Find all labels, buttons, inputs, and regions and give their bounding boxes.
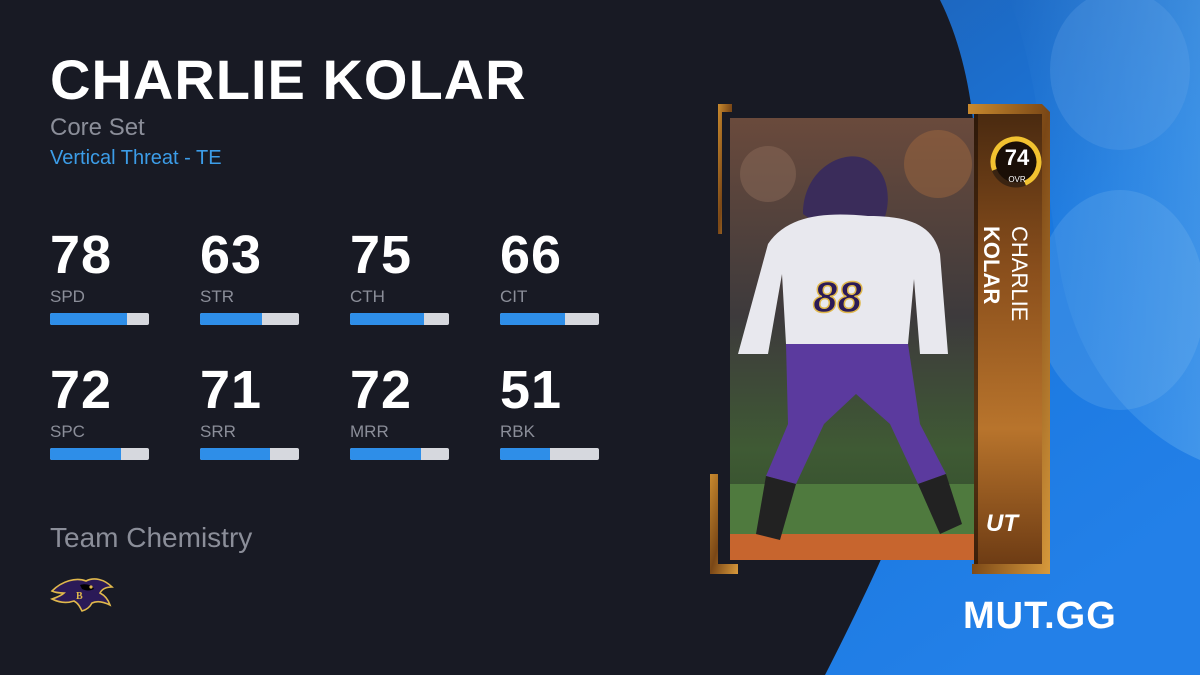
card-set-name: Core Set	[50, 114, 145, 141]
stat-label: CTH	[350, 287, 385, 306]
stat-bar	[200, 448, 299, 460]
team-chemistry-label: Team Chemistry	[50, 522, 253, 553]
stat-value: 78	[50, 225, 113, 285]
stat-bar-fill	[500, 313, 566, 325]
stat-label: RBK	[500, 422, 535, 441]
card-last-name: KOLAR	[979, 226, 1004, 304]
stat-value: 75	[350, 225, 413, 285]
stat-bar-fill	[500, 448, 551, 460]
stat-value: 66	[500, 225, 563, 285]
stat-label: STR	[200, 287, 234, 306]
stat-bar-fill	[50, 448, 122, 460]
stat-rbk: 51 RBK	[500, 363, 600, 460]
stat-bar	[500, 313, 599, 325]
stat-value: 51	[500, 360, 563, 420]
stat-bar	[500, 448, 599, 460]
stat-cit: 66 CIT	[500, 228, 600, 325]
stat-value: 72	[350, 360, 413, 420]
overall-label: OVR	[1008, 175, 1026, 184]
svg-text:B: B	[76, 591, 83, 602]
player-card[interactable]: 88	[708, 104, 1050, 574]
jersey-number: 88	[813, 273, 862, 322]
stat-label: MRR	[350, 422, 389, 441]
card-first-name: CHARLIE	[1007, 226, 1032, 321]
stat-mrr: 72 MRR	[350, 363, 450, 460]
stat-srr: 71 SRR	[200, 363, 300, 460]
stat-value: 72	[50, 360, 113, 420]
stat-spd: 78 SPD	[50, 228, 150, 325]
stat-spc: 72 SPC	[50, 363, 150, 460]
stat-bar-fill	[50, 313, 128, 325]
stat-bar	[350, 448, 449, 460]
stat-bar	[200, 313, 299, 325]
stat-label: SRR	[200, 422, 236, 441]
stat-label: CIT	[500, 287, 528, 306]
card-player-name: CHARLIE KOLAR	[979, 226, 1032, 321]
site-logo[interactable]: MUT.GG	[963, 595, 1117, 637]
stat-bar	[50, 313, 149, 325]
stat-str: 63 STR	[200, 228, 300, 325]
ravens-logo-icon: B	[50, 578, 114, 612]
stat-cth: 75 CTH	[350, 228, 450, 325]
stat-bar	[50, 448, 149, 460]
overall-rating: 74	[1004, 145, 1030, 170]
stat-bar-fill	[200, 313, 263, 325]
stat-label: SPD	[50, 287, 85, 306]
ultimate-team-badge: UT	[986, 510, 1018, 537]
stat-label: SPC	[50, 422, 85, 441]
stat-value: 63	[200, 225, 263, 285]
stat-value: 71	[200, 360, 263, 420]
stat-bar-fill	[200, 448, 271, 460]
stat-bar-fill	[350, 313, 425, 325]
player-archetype: Vertical Threat - TE	[50, 147, 222, 169]
stat-bar-fill	[350, 448, 422, 460]
player-name: CHARLIE KOLAR	[50, 48, 527, 111]
stat-bar	[350, 313, 449, 325]
